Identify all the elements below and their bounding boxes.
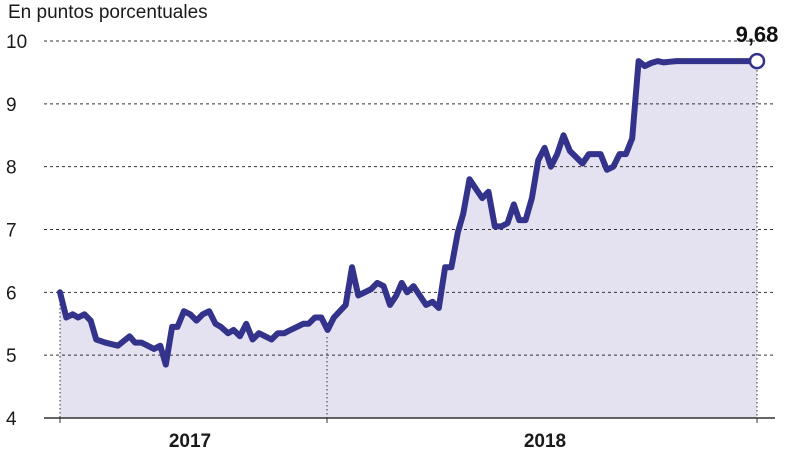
x-tick-label: 2018	[524, 431, 566, 450]
y-tick-label: 5	[6, 346, 17, 367]
x-tick-label: 2017	[169, 431, 211, 450]
last-value-label: 9,68	[736, 22, 779, 47]
y-tick-label: 8	[6, 158, 17, 179]
y-tick-label: 10	[6, 32, 27, 53]
last-value-marker	[748, 52, 766, 70]
y-tick-label: 6	[6, 283, 17, 304]
series-line	[57, 58, 760, 368]
y-tick-label: 7	[6, 221, 17, 242]
y-tick-label: 4	[6, 409, 17, 430]
area-fill	[60, 61, 757, 418]
y-axis-unit-label: En puntos porcentuales	[8, 2, 208, 23]
y-tick-label: 9	[6, 95, 17, 116]
